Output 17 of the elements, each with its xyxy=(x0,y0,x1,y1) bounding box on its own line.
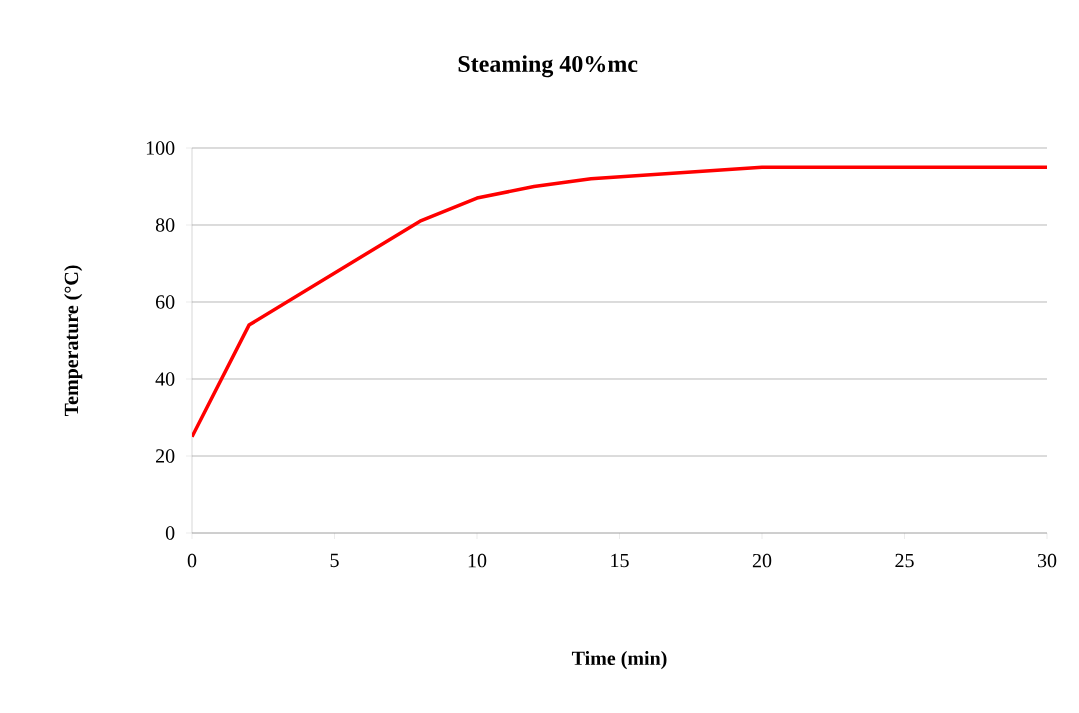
x-tick-label: 25 xyxy=(895,553,914,568)
x-axis-title: Time (min) xyxy=(571,650,667,670)
line-series xyxy=(192,165,1048,439)
x-tick-label: 0 xyxy=(187,553,197,568)
x-tick-label: 20 xyxy=(752,553,772,568)
y-tick-label: 80 xyxy=(155,218,175,232)
y-tick-label: 40 xyxy=(155,372,175,386)
y-axis-title: Temperature (°C) xyxy=(64,265,83,417)
y-tick-label: 60 xyxy=(155,295,175,309)
y-tick-label: 20 xyxy=(156,449,175,463)
y-tick-label: 0 xyxy=(165,526,175,540)
chart-title: Steaming 40%mc xyxy=(458,55,638,78)
y-tick-label: 100 xyxy=(146,141,175,155)
x-tick-label: 15 xyxy=(611,553,629,568)
x-tick-label: 5 xyxy=(330,553,339,568)
x-tick-label: 10 xyxy=(468,553,487,568)
x-tick-label: 30 xyxy=(1037,553,1057,568)
